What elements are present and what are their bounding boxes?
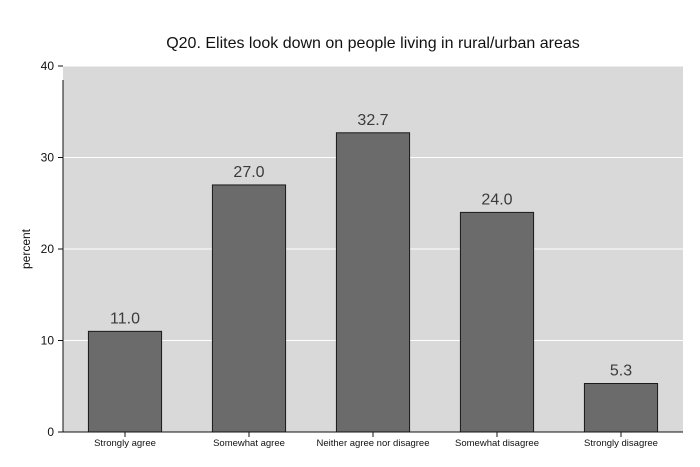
- bars: 11.0 27.0 32.7 24.0 5.3: [87, 112, 659, 433]
- y-axis: 0 10 20 30 40: [41, 59, 64, 439]
- y-tick-label: 40: [41, 59, 55, 73]
- y-tick-label: 30: [41, 151, 55, 165]
- y-tick-label: 0: [47, 425, 54, 439]
- bar: [87, 330, 163, 433]
- x-tick-label: Somewhat agree: [213, 438, 285, 449]
- x-tick-label: Strongly disagree: [584, 438, 658, 449]
- bar: [211, 184, 287, 433]
- bar-value-label: 27.0: [233, 164, 264, 181]
- x-tick-label: Somewhat disagree: [455, 438, 539, 449]
- y-axis-label: percent: [19, 228, 33, 269]
- x-tick-label: Strongly agree: [94, 438, 156, 449]
- bar-value-label: 11.0: [110, 310, 140, 327]
- bar-value-label: 5.3: [610, 363, 632, 380]
- bar: [459, 211, 535, 433]
- x-tick-label: Neither agree nor disagree: [316, 438, 429, 449]
- y-tick-label: 10: [41, 334, 55, 348]
- bar-value-label: 24.0: [481, 191, 512, 208]
- chart-title: Q20. Elites look down on people living i…: [166, 35, 580, 52]
- bar: [335, 132, 411, 433]
- y-tick-label: 20: [41, 242, 55, 256]
- bar-value-label: 32.7: [357, 112, 388, 129]
- x-axis: Strongly agree Somewhat agree Neither agre…: [63, 431, 683, 449]
- bar: [583, 383, 659, 433]
